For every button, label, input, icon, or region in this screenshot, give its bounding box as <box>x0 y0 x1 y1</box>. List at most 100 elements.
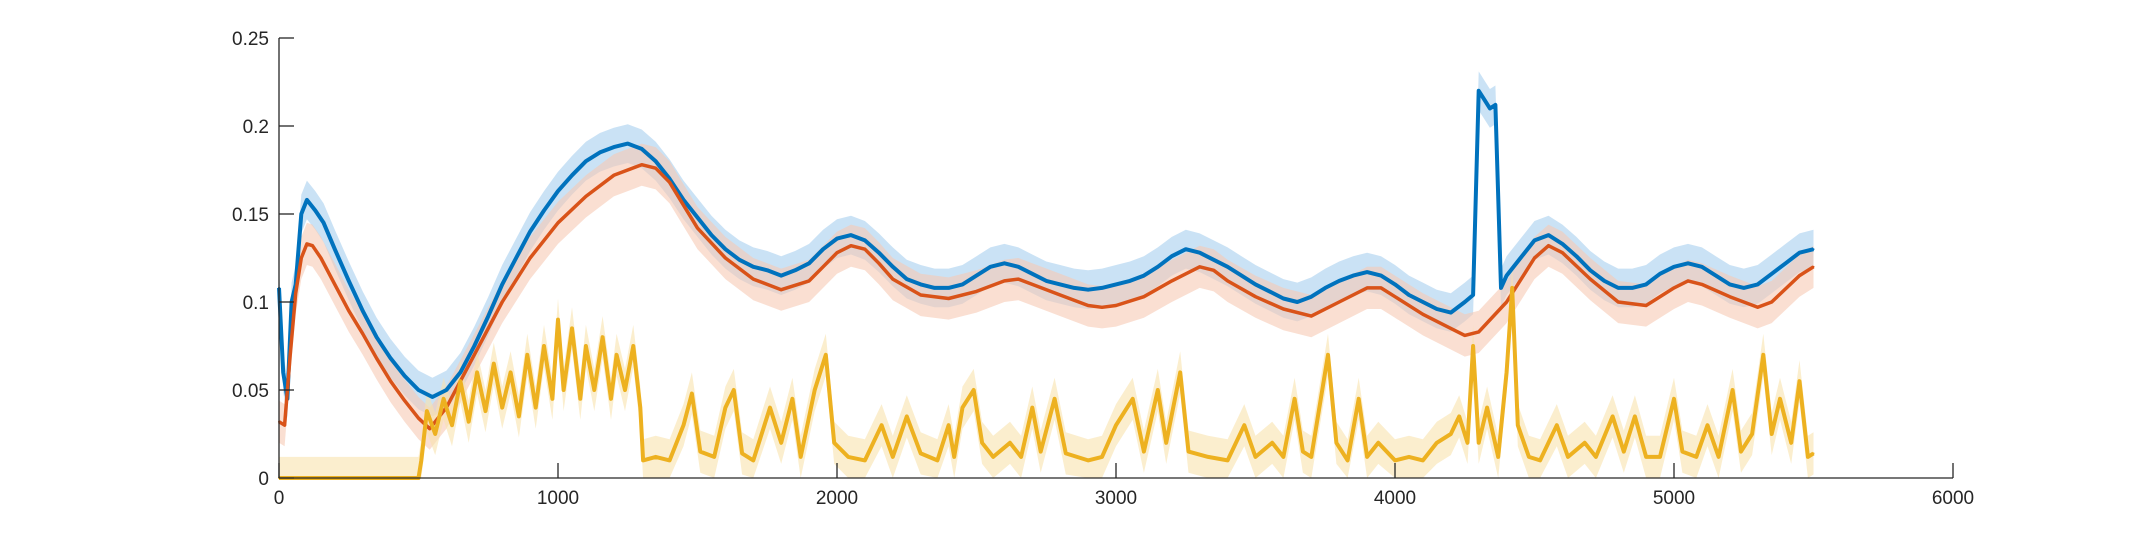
series-3-point-85 <box>1271 441 1274 444</box>
series-2-point-74 <box>1728 295 1731 298</box>
series-1-point-47 <box>863 239 866 242</box>
series-3-point-11 <box>459 380 462 383</box>
series-2-point-17 <box>473 353 476 356</box>
series-1-point-41 <box>780 274 783 277</box>
series-3-point-71 <box>1064 452 1067 455</box>
series-3-point-57 <box>905 415 908 418</box>
series-3-point-34 <box>639 406 642 409</box>
series-2-point-67 <box>1561 251 1564 254</box>
series-2-point-24 <box>654 167 657 170</box>
series-3-point-28 <box>593 389 596 391</box>
series-2-point-35 <box>863 248 866 251</box>
series-2-point-12 <box>389 380 392 383</box>
series-3-point-59 <box>936 459 939 462</box>
series-1-point-16 <box>431 396 434 398</box>
series-3-point-107 <box>1505 371 1508 374</box>
x-tick-label: 0 <box>274 488 285 509</box>
series-3-point-53 <box>847 455 850 458</box>
series-2-point-25 <box>668 181 671 184</box>
series-2-point-72 <box>1687 279 1689 282</box>
series-2-point-73 <box>1700 283 1703 286</box>
series-3-point-21 <box>543 345 545 347</box>
series-2-point-29 <box>752 278 755 281</box>
series-3-point-29 <box>601 336 604 339</box>
series-1-point-49 <box>891 265 894 268</box>
series-2-point-28 <box>724 257 727 259</box>
series-3-point-27 <box>584 345 587 347</box>
series-3-point-58 <box>919 452 922 455</box>
series-1-point-50 <box>905 278 908 281</box>
series-3-point-76 <box>1142 450 1145 453</box>
series-1-point-27 <box>584 160 587 163</box>
series-2-point-42 <box>1017 278 1020 281</box>
series-3-point-116 <box>1611 415 1614 418</box>
series-3-point-87 <box>1293 397 1296 400</box>
series-3-point-120 <box>1659 455 1661 458</box>
series-3-point-123 <box>1695 455 1698 458</box>
series-3-point-114 <box>1583 441 1586 444</box>
series-1-point-114 <box>1742 286 1745 289</box>
series-3-point-98 <box>1421 459 1424 462</box>
series-2-point-69 <box>1617 301 1620 303</box>
series-2-point-55 <box>1310 315 1313 318</box>
series-2-point-2 <box>289 353 292 356</box>
series-2-point-64 <box>1505 301 1508 303</box>
series-3-point-88 <box>1301 450 1304 453</box>
series-1-point-30 <box>626 142 629 145</box>
series-3-point-83 <box>1243 424 1246 427</box>
series-3-point-20 <box>534 406 537 409</box>
series-1-point-7 <box>314 209 317 212</box>
series-3-point-72 <box>1087 459 1090 462</box>
series-1-point-95 <box>1494 103 1497 106</box>
series-1-point-92 <box>1477 89 1480 92</box>
series-1-point-83 <box>1366 271 1369 274</box>
series-1-point-5 <box>300 213 303 215</box>
series-1-point-86 <box>1408 294 1410 296</box>
series-1-point-97 <box>1505 274 1508 277</box>
y-tick-label: 0.25 <box>232 29 269 50</box>
series-2-point-60 <box>1421 313 1424 316</box>
series-1-point-29 <box>612 146 615 149</box>
series-2-point-32 <box>822 265 825 268</box>
series-1-point-15 <box>417 389 420 391</box>
series-1-point-56 <box>989 265 992 268</box>
series-3-point-46 <box>769 406 771 409</box>
series-2-point-5 <box>305 242 308 245</box>
series-3-point-33 <box>632 345 635 347</box>
series-3-point-91 <box>1335 441 1338 444</box>
x-tick-label: 5000 <box>1653 488 1695 509</box>
series-1-point-10 <box>347 279 350 282</box>
series-3-point-69 <box>1039 450 1042 453</box>
series-3-point-6 <box>420 459 423 462</box>
series-3-point-115 <box>1594 455 1597 458</box>
series-2-point-45 <box>1087 304 1090 307</box>
series-3-point-111 <box>1539 459 1542 462</box>
series-1-point-77 <box>1282 297 1285 300</box>
series-2-point-38 <box>919 294 922 296</box>
series-1-point-20 <box>487 315 490 318</box>
series-2-point-18 <box>501 301 504 303</box>
series-2-point-65 <box>1533 257 1536 259</box>
series-1-point-119 <box>1812 248 1815 251</box>
series-3-point-108 <box>1511 286 1514 289</box>
y-tick-label: 0.2 <box>243 117 269 138</box>
series-2-point-66 <box>1547 244 1550 247</box>
series-2-point-20 <box>557 221 559 224</box>
series-2-point-9 <box>347 309 350 312</box>
series-2-point-36 <box>877 262 880 265</box>
series-1-point-54 <box>961 283 964 286</box>
series-3-point-32 <box>624 389 626 391</box>
series-3-point-25 <box>571 327 573 330</box>
series-3-point-40 <box>699 450 702 453</box>
series-3-point-132 <box>1790 441 1793 444</box>
series-1-point-105 <box>1617 286 1620 289</box>
series-3-point-48 <box>791 397 794 400</box>
series-1-point-89 <box>1449 311 1452 314</box>
series-2-point-70 <box>1645 304 1648 307</box>
series-1-point-48 <box>877 251 880 254</box>
series-3-point-50 <box>813 389 816 391</box>
series-2-band <box>279 143 1814 450</box>
series-3-point-94 <box>1366 455 1369 458</box>
series-2-point-41 <box>1003 279 1006 282</box>
